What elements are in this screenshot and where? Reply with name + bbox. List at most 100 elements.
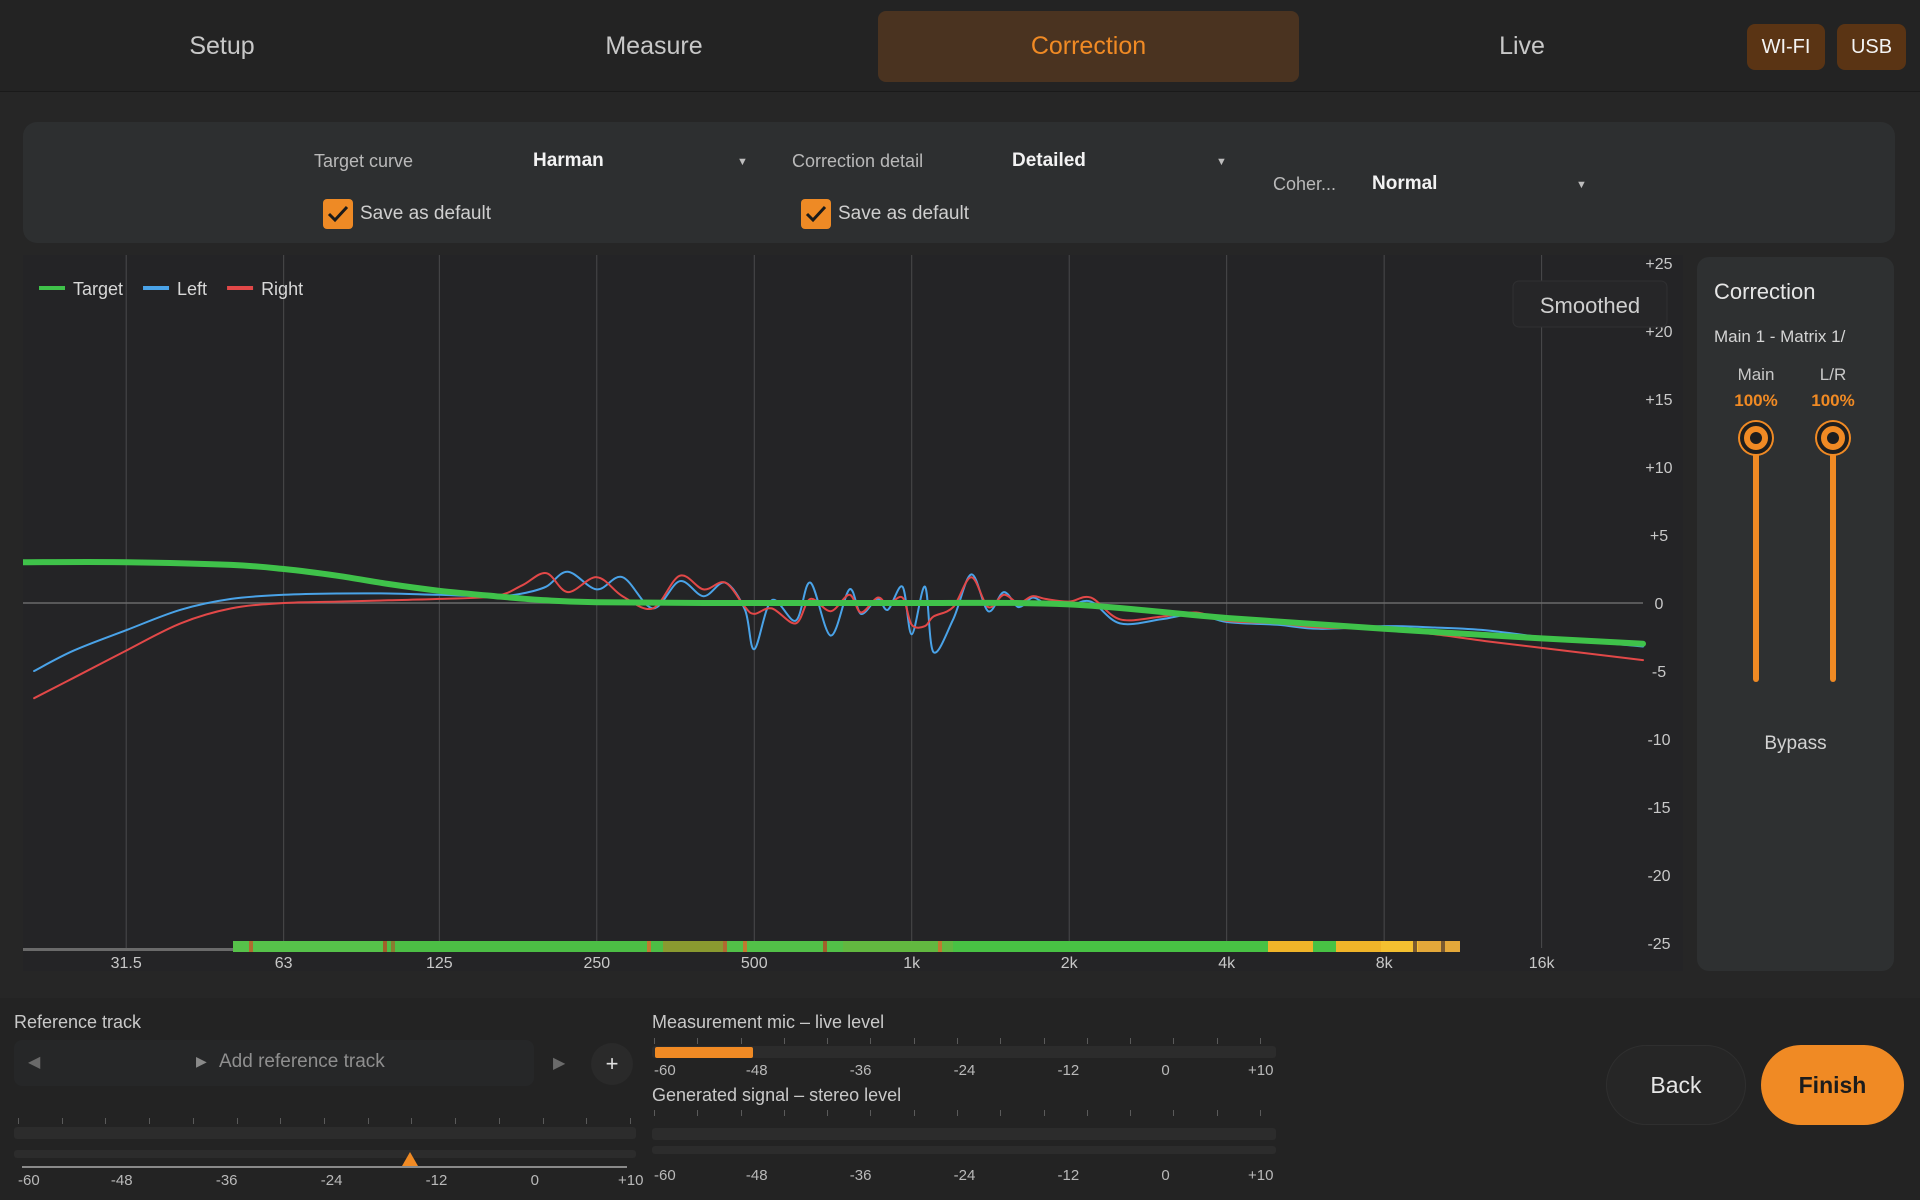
checkmark-icon (327, 205, 349, 223)
tab-measure[interactable]: Measure (605, 32, 703, 60)
next-icon[interactable]: ▶ (553, 1055, 566, 1072)
bypass-button[interactable]: Bypass (1764, 733, 1827, 754)
y-tick-label: +10 (1645, 460, 1672, 477)
output-routing-label: Main 1 - Matrix 1/ (1714, 327, 1846, 346)
chevron-down-icon[interactable]: ▼ (1216, 156, 1227, 168)
series-target-line (23, 558, 1646, 647)
scale-tick (697, 1110, 699, 1116)
lr-slider-track[interactable] (1830, 437, 1836, 682)
generated-signal-label: Generated signal – stereo level (652, 1085, 902, 1105)
coherence-marker (391, 941, 395, 952)
coherence-segment (843, 941, 953, 952)
x-tick-label: 500 (741, 955, 768, 971)
scale-tick (1260, 1110, 1261, 1116)
add-icon[interactable]: + (591, 1043, 633, 1085)
coherence-segment (723, 941, 843, 952)
scale-label: 0 (530, 1172, 539, 1189)
finish-button[interactable]: Finish (1761, 1045, 1904, 1125)
y-tick-label: +5 (1650, 528, 1668, 545)
scale-tick (1000, 1038, 1002, 1044)
coherence-marker (647, 941, 651, 952)
y-tick-label: +15 (1645, 392, 1672, 409)
previous-icon[interactable]: ◀ (28, 1054, 41, 1071)
legend-label: Target (73, 279, 123, 299)
chart-series (23, 558, 1646, 700)
detail-save-default-checkbox[interactable] (801, 199, 831, 229)
x-tick-label: 125 (426, 955, 453, 971)
play-icon[interactable]: ▶ (196, 1053, 207, 1069)
scale-label: -60 (18, 1172, 40, 1189)
y-tick-label: 0 (1655, 596, 1664, 613)
scale-tick (1043, 1038, 1045, 1044)
legend-label: Left (177, 279, 207, 299)
scale-label: -48 (110, 1172, 133, 1189)
scale-tick (870, 1038, 872, 1044)
scale-tick (913, 1110, 915, 1116)
coherence-segment (663, 941, 723, 952)
generated-level-meter (652, 1128, 1276, 1140)
scale-tick (697, 1038, 699, 1044)
scale-tick (740, 1110, 742, 1116)
checkmark-icon (805, 205, 827, 223)
mic-level-fill (655, 1047, 753, 1058)
scale-tick (1043, 1110, 1045, 1116)
smoothed-toggle-bg[interactable] (1512, 280, 1668, 328)
target-curve-select[interactable]: Harman (533, 150, 604, 171)
target-save-default-label: Save as default (360, 203, 491, 224)
reference-track-label: Reference track (14, 1012, 142, 1032)
scale-tick (542, 1118, 544, 1124)
smoothed-toggle[interactable]: Smoothed (1512, 280, 1668, 328)
coherence-select[interactable]: Normal (1372, 173, 1438, 194)
coherence-segment (1313, 941, 1336, 952)
tab-correction[interactable]: Correction (878, 11, 1299, 82)
usb-button[interactable]: USB (1837, 24, 1906, 70)
correction-detail-label: Correction detail (792, 151, 924, 171)
main-label: Main (1737, 365, 1775, 384)
coherence-marker (743, 941, 747, 952)
frequency-response-chart[interactable]: +25 +20 +15 +10 +5 0 -5 -10 -15 -20 -25 31.5 63 125 2… (23, 255, 1683, 971)
y-tick-label: -10 (1647, 732, 1670, 749)
series-right-line (33, 572, 1644, 700)
scale-tick (630, 1118, 631, 1124)
correction-detail-select[interactable]: Detailed (1012, 150, 1086, 171)
x-tick-label: 31.5 (111, 955, 142, 971)
scale-tick (236, 1118, 238, 1124)
scale-label: -12 (1057, 1167, 1080, 1184)
settings-panel: Target curve Harman ▼ Save as default Co… (23, 122, 1895, 243)
target-save-default-checkbox[interactable] (323, 199, 353, 229)
scale-label: -60 (654, 1062, 676, 1079)
target-curve-label: Target curve (314, 151, 414, 171)
scale-tick (1130, 1038, 1132, 1044)
scale-label: -12 (1057, 1062, 1080, 1079)
smoothed-label[interactable]: Smoothed (1540, 293, 1640, 318)
x-tick-label: 63 (275, 955, 293, 971)
back-button[interactable]: Back (1606, 1045, 1746, 1125)
chart-svg: +25 +20 +15 +10 +5 0 -5 -10 -15 -20 -25 31.5 63 125 2… (23, 255, 1673, 971)
scale-tick (957, 1110, 958, 1116)
scale-tick (149, 1118, 151, 1124)
y-tick-label: +25 (1645, 256, 1672, 273)
chevron-down-icon[interactable]: ▼ (1576, 179, 1587, 191)
scale-tick (1000, 1110, 1002, 1116)
generated-level-meter-right (652, 1146, 1276, 1154)
coherence-marker (938, 941, 942, 952)
main-slider-track[interactable] (1753, 437, 1759, 682)
reference-level-marker[interactable] (402, 1152, 418, 1166)
scale-label: -24 (320, 1172, 343, 1189)
wifi-button[interactable]: WI-FI (1747, 24, 1825, 70)
scale-label: -36 (215, 1172, 238, 1189)
chevron-down-icon[interactable]: ▼ (737, 156, 748, 168)
scale-label: -48 (745, 1062, 768, 1079)
tab-setup[interactable]: Setup (189, 32, 255, 60)
scale-tick (827, 1038, 829, 1044)
mic-level-meter (652, 1046, 1276, 1058)
add-reference-track[interactable]: Add reference track (219, 1051, 385, 1072)
coherence-marker (723, 941, 727, 952)
y-tick-label: -15 (1647, 800, 1670, 817)
reference-slider-track[interactable] (22, 1166, 627, 1168)
reference-track-player: ◀ ▶ Add reference track ▶ (14, 1040, 565, 1086)
detail-save-default-label: Save as default (838, 203, 969, 224)
main-slider-handle[interactable] (1740, 422, 1772, 454)
lr-slider-handle[interactable] (1817, 422, 1849, 454)
tab-live[interactable]: Live (1499, 32, 1545, 60)
